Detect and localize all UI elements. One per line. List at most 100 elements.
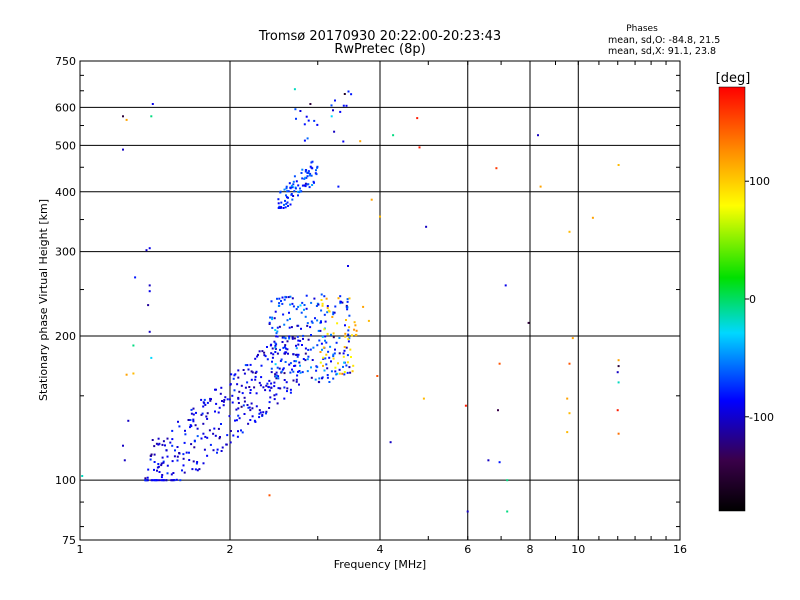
data-point (379, 215, 381, 218)
data-point (338, 372, 341, 375)
data-point (323, 295, 326, 298)
data-point (189, 419, 192, 421)
data-point (242, 404, 245, 407)
data-point (200, 398, 203, 401)
data-point (292, 180, 295, 183)
data-point (209, 443, 212, 446)
data-point (176, 446, 179, 448)
data-point (317, 380, 320, 383)
data-point (307, 171, 310, 174)
data-point (270, 382, 273, 385)
chart-title: Tromsø 20170930 20:22:00-20:23:43 (258, 29, 501, 44)
data-point (147, 479, 149, 482)
data-point (349, 371, 352, 374)
data-point (347, 329, 350, 332)
data-point (289, 362, 292, 365)
data-point (324, 320, 327, 323)
data-point (280, 206, 283, 209)
data-point (337, 297, 340, 300)
data-point (206, 412, 209, 415)
data-point (172, 472, 175, 474)
data-point (259, 411, 262, 414)
data-point (376, 375, 379, 377)
data-point (349, 348, 352, 351)
data-point (568, 230, 571, 233)
data-point (250, 402, 253, 405)
data-point (355, 329, 358, 332)
data-point (283, 188, 286, 191)
data-point (321, 304, 324, 307)
data-point (276, 366, 279, 369)
data-point (332, 355, 335, 358)
x-tick-label: 6 (464, 543, 471, 556)
data-point (296, 190, 299, 193)
data-point (305, 115, 308, 118)
data-point (334, 370, 337, 373)
data-point (339, 300, 342, 303)
data-point (290, 326, 293, 329)
data-point (247, 422, 250, 425)
data-point (187, 419, 190, 421)
data-point (295, 378, 298, 381)
data-point (166, 472, 169, 475)
data-point (293, 175, 296, 178)
x-tick-label: 1 (77, 543, 84, 556)
data-point (151, 479, 154, 482)
data-point (350, 93, 353, 96)
data-point (161, 456, 164, 459)
data-point (269, 316, 272, 319)
data-point (192, 420, 195, 423)
data-point (274, 347, 277, 350)
data-point (307, 170, 310, 173)
data-point (151, 103, 154, 105)
data-point (313, 119, 316, 122)
data-point (310, 320, 313, 323)
data-point (296, 335, 299, 338)
data-point (317, 303, 320, 306)
data-point (237, 402, 240, 404)
data-point (303, 304, 306, 306)
data-point (156, 469, 158, 472)
data-point (274, 346, 277, 349)
data-point (122, 444, 124, 447)
data-point (156, 466, 159, 469)
data-point (295, 308, 298, 311)
data-point (343, 93, 346, 95)
x-tick-label: 2 (227, 543, 234, 556)
data-point (306, 324, 309, 327)
data-point (295, 360, 298, 363)
data-point (313, 181, 315, 184)
data-point (158, 442, 161, 445)
data-point (347, 338, 350, 341)
data-point (219, 436, 221, 438)
data-point (274, 363, 277, 366)
data-point (617, 164, 620, 166)
chart-subtitle: RwPretec (8p) (334, 42, 425, 57)
data-point (322, 346, 325, 349)
data-point (283, 298, 286, 301)
data-point (338, 337, 341, 339)
data-point (527, 321, 530, 324)
data-point (229, 441, 232, 444)
data-point (325, 297, 328, 300)
data-point (318, 377, 321, 380)
data-point (298, 361, 301, 364)
data-point (297, 370, 299, 373)
data-point (306, 322, 309, 325)
x-tick-label: 10 (571, 543, 585, 556)
data-point (226, 434, 229, 437)
data-point (310, 376, 313, 379)
data-point (236, 383, 239, 386)
colorbar (718, 86, 746, 512)
data-point (153, 445, 156, 448)
data-point (274, 373, 277, 376)
data-point (341, 301, 344, 304)
data-point (286, 319, 289, 322)
data-point (332, 109, 334, 112)
data-point (280, 201, 283, 204)
data-point (291, 186, 294, 189)
data-point (216, 451, 218, 454)
data-point (283, 346, 286, 348)
data-point (303, 177, 306, 180)
data-point (253, 386, 256, 389)
